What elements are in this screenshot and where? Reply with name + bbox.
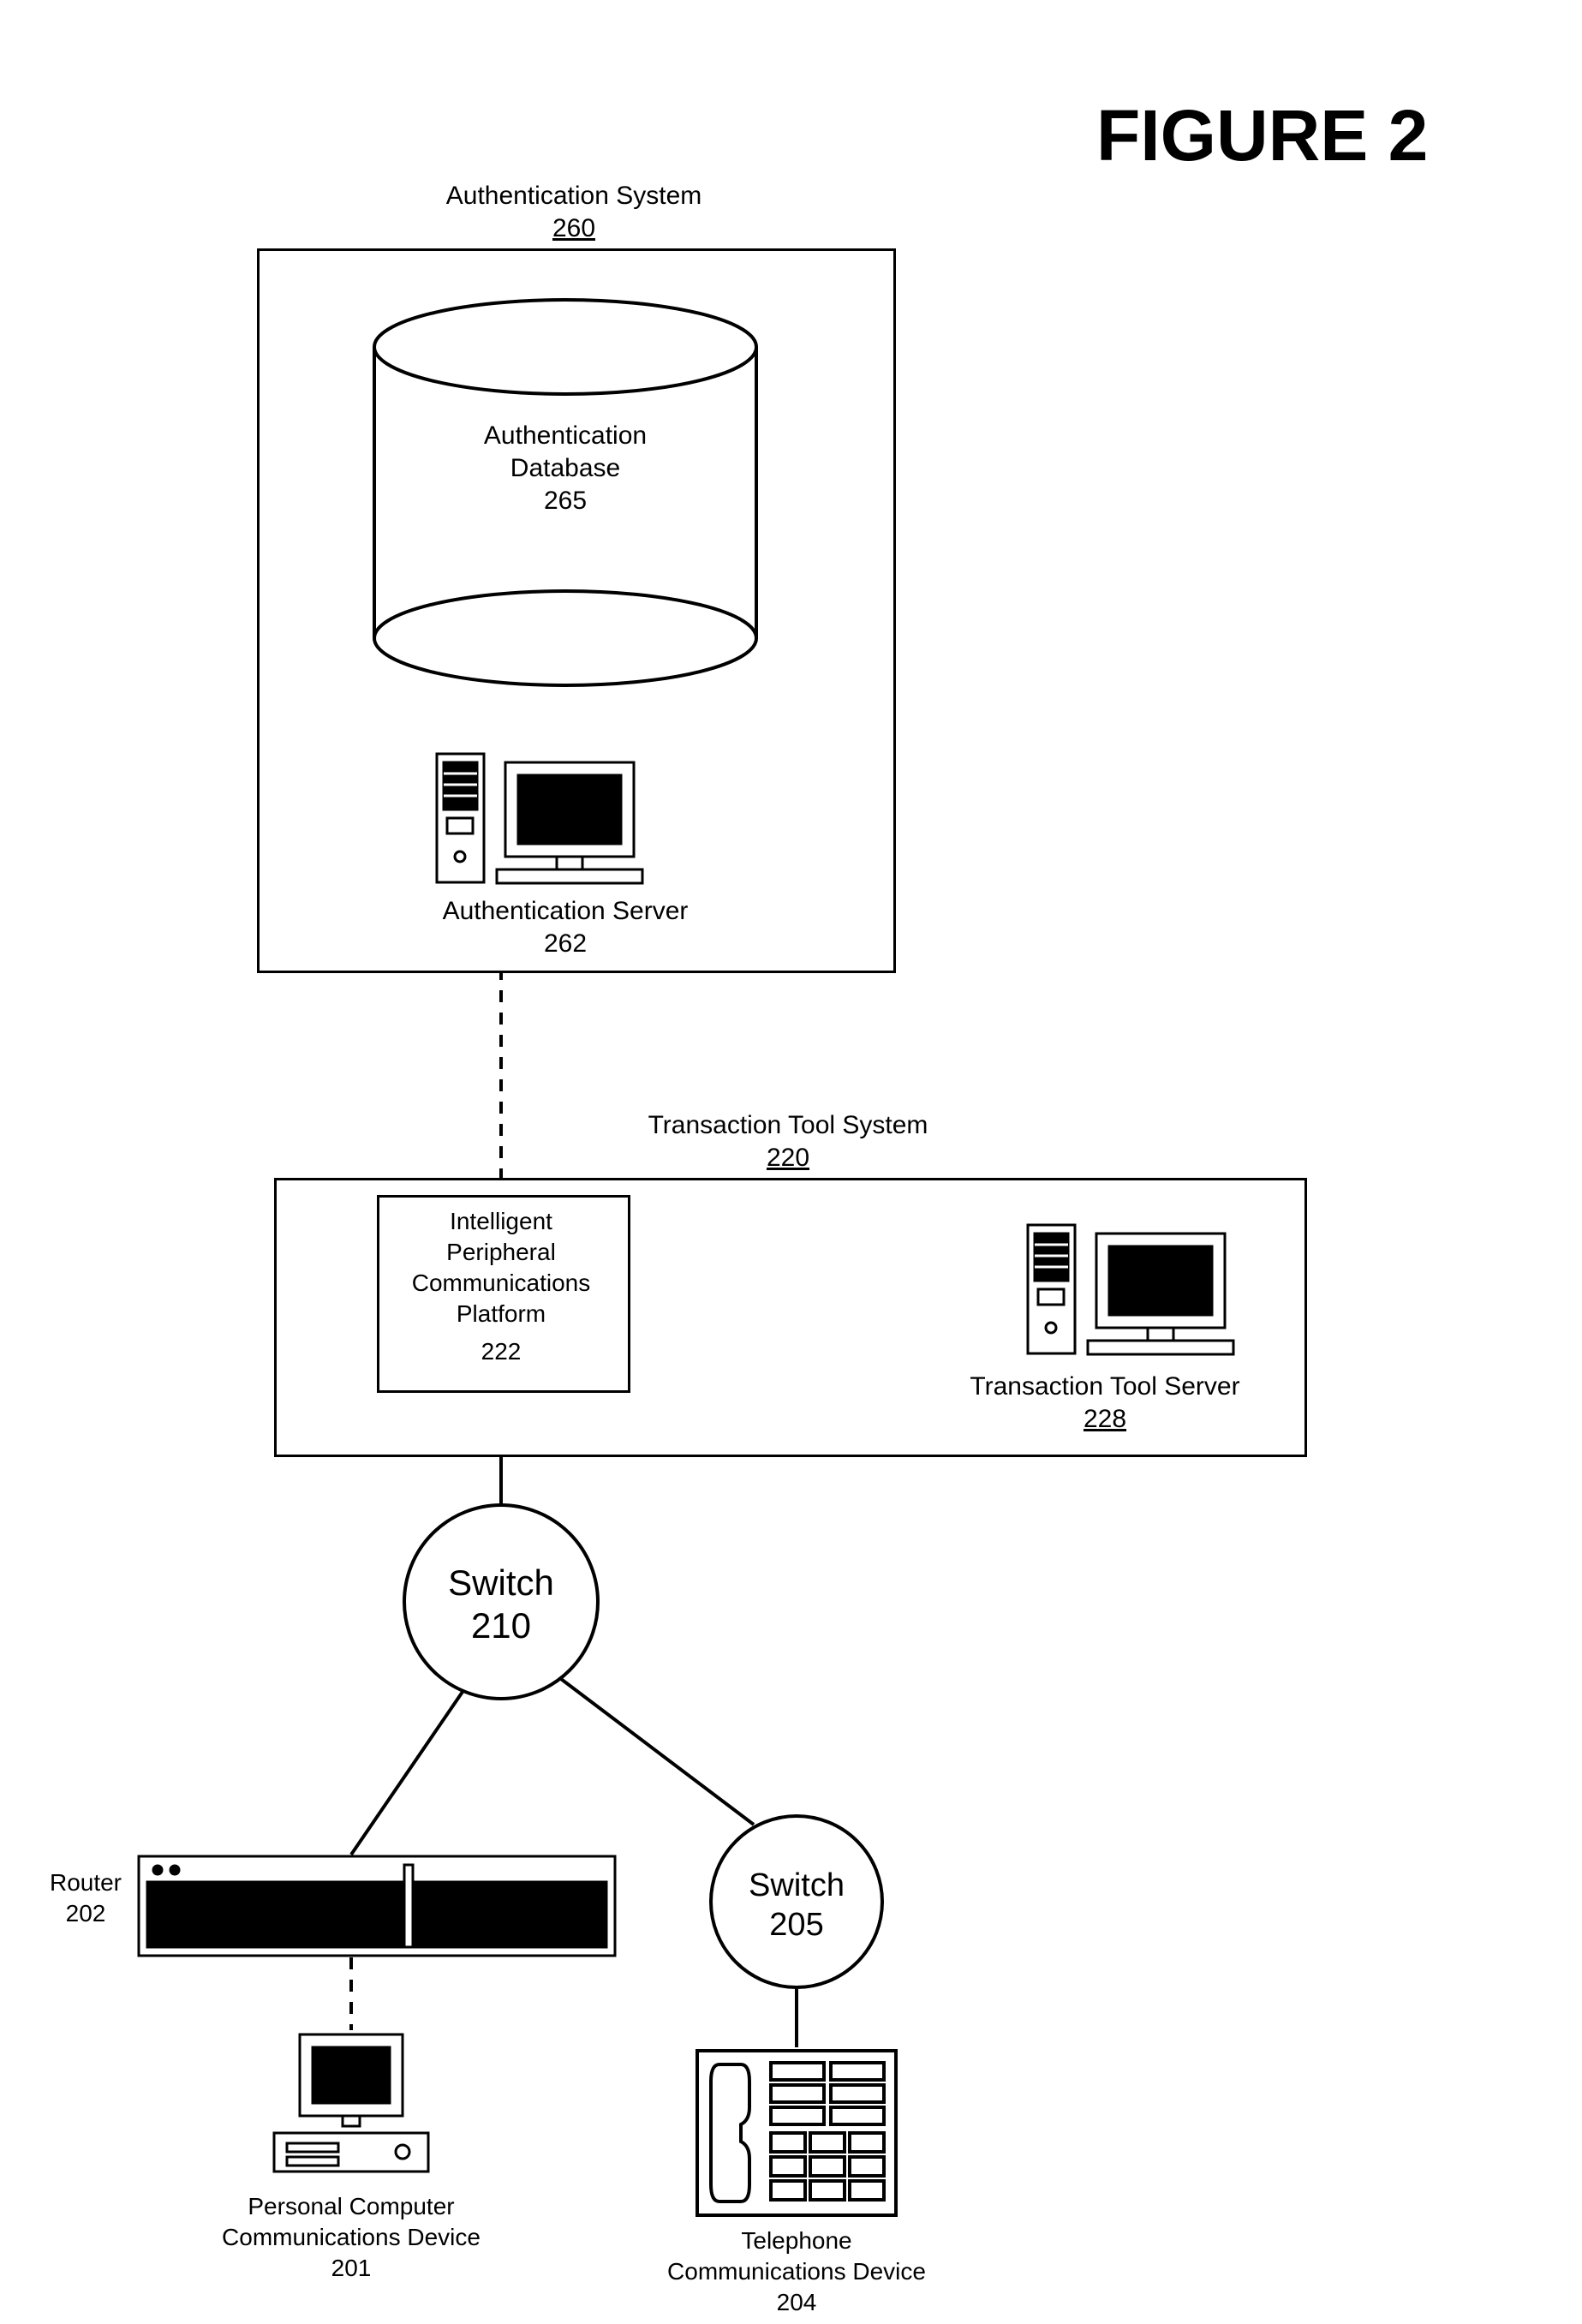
auth-db-line2: Database (373, 452, 758, 485)
auth-system-ref: 260 (257, 212, 891, 245)
switch-205-ref: 205 (709, 1905, 884, 1946)
auth-server-icon (428, 745, 651, 891)
auth-db-line1: Authentication (373, 420, 758, 452)
router-ref: 202 (34, 1898, 137, 1928)
tts-title: Transaction Tool System (274, 1109, 1302, 1142)
pc-line2: Communications Device (180, 2222, 522, 2252)
diagram-canvas: FIGURE 2 Authentication System 260 (0, 0, 1582, 2324)
ipcp-line2: Peripheral (377, 1237, 625, 1267)
telephone-icon (694, 2047, 899, 2219)
router-icon (137, 1855, 617, 1957)
ipcp-line1: Intelligent (377, 1206, 625, 1236)
phone-line1: Telephone (625, 2225, 968, 2255)
edge-switch210-switch205 (561, 1679, 754, 1825)
switch-205-label: Switch (709, 1866, 884, 1907)
pc-ref: 201 (180, 2253, 522, 2283)
phone-ref: 204 (625, 2287, 968, 2317)
tt-server-icon (1019, 1216, 1242, 1362)
router-label: Router (34, 1867, 137, 1897)
auth-db-ref: 265 (373, 485, 758, 517)
tt-server-label: Transaction Tool Server (925, 1371, 1285, 1403)
switch-210-ref: 210 (403, 1604, 600, 1649)
tt-server-ref: 228 (925, 1403, 1285, 1436)
edge-switch210-router (351, 1692, 463, 1855)
ipcp-ref: 222 (377, 1336, 625, 1366)
auth-server-label: Authentication Server (343, 895, 788, 928)
pc-icon (266, 2030, 437, 2184)
phone-line2: Communications Device (625, 2256, 968, 2286)
switch-210-label: Switch (403, 1561, 600, 1606)
auth-server-ref: 262 (343, 928, 788, 960)
tts-ref: 220 (274, 1142, 1302, 1174)
ipcp-line3: Communications (377, 1268, 625, 1298)
ipcp-line4: Platform (377, 1299, 625, 1329)
auth-system-title: Authentication System (257, 180, 891, 212)
pc-line1: Personal Computer (180, 2191, 522, 2221)
